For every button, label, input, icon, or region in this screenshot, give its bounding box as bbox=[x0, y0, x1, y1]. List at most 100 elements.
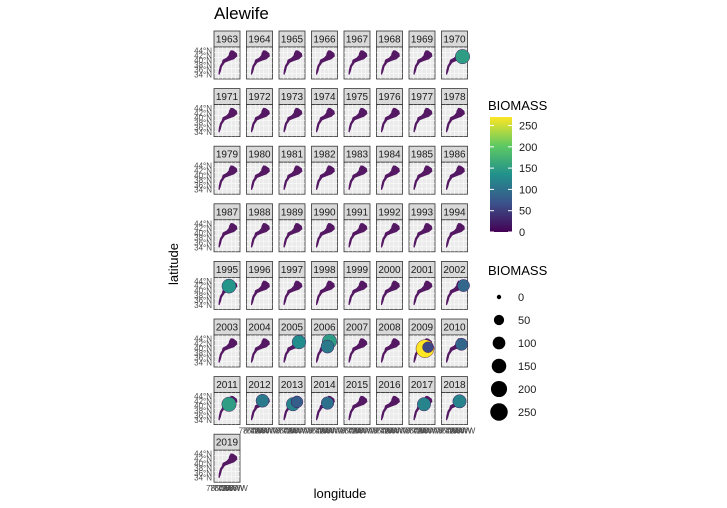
x-tick-label: 68°W bbox=[355, 427, 375, 436]
y-tick-label: 40°N bbox=[194, 344, 212, 353]
legend: BIOMASS 0 50 100 150 200 250 BIOMASS 0 50 100 15… bbox=[488, 98, 548, 421]
x-tick-label: 74°W bbox=[409, 427, 429, 436]
facet-panel-1985: 1985 bbox=[408, 145, 436, 195]
y-tick-label: 44°N bbox=[194, 392, 212, 401]
survey-area-shape bbox=[218, 50, 238, 75]
size-legend-title: BIOMASS bbox=[488, 263, 548, 278]
facet-strip-label: 1966 bbox=[313, 35, 336, 46]
x-tick-label: 76°W bbox=[242, 427, 262, 436]
facet-strip-label: 1974 bbox=[313, 92, 336, 103]
facet-panel-1964: 1964 bbox=[246, 30, 273, 80]
facet-panel-2017: 2017 78°W76°W74°W72°W70°W68°W66°W bbox=[401, 376, 443, 436]
x-tick-label: 66°W bbox=[326, 427, 346, 436]
facet-panel-1968: 1968 bbox=[376, 30, 403, 80]
x-tick-label: 74°W bbox=[344, 427, 364, 436]
facet-panel-1998: 1998 bbox=[311, 260, 338, 310]
facet-strip-label: 1987 bbox=[216, 207, 239, 218]
y-tick-label: 42°N bbox=[194, 282, 212, 291]
survey-area-shape bbox=[315, 50, 335, 75]
y-tick-label: 42°N bbox=[194, 109, 212, 118]
x-tick-label: 66°W bbox=[358, 427, 378, 436]
facet-panel-1975: 1975 bbox=[343, 88, 371, 137]
facet-panel-2004: 2004 bbox=[246, 318, 273, 368]
x-tick-label: 72°W bbox=[347, 427, 367, 436]
survey-area-shape bbox=[218, 453, 238, 479]
size-key-label: 100 bbox=[518, 338, 536, 350]
survey-area-shape bbox=[218, 338, 238, 363]
y-tick-label: 34°N bbox=[194, 474, 212, 483]
survey-area-shape bbox=[380, 50, 400, 75]
facet-panel-1974: 1974 bbox=[311, 88, 338, 137]
facet-panel-2011: 2011 44°N42°N40°N38°N36°N34°N bbox=[194, 376, 241, 425]
biomass-point bbox=[457, 279, 470, 292]
y-tick-label: 44°N bbox=[194, 47, 212, 56]
size-key-label: 150 bbox=[518, 361, 536, 373]
facet-panel-1967: 1967 bbox=[343, 30, 371, 80]
facet-strip-label: 1986 bbox=[443, 150, 466, 161]
facet-strip-label: 1969 bbox=[411, 35, 434, 46]
biomass-point bbox=[455, 49, 470, 65]
facet-strip-label: 2006 bbox=[313, 323, 336, 334]
facet-panel-1988: 1988 bbox=[246, 203, 273, 253]
facet-strip-label: 1988 bbox=[248, 207, 271, 218]
y-tick-label: 42°N bbox=[194, 397, 212, 406]
facet-strip-label: 1984 bbox=[378, 150, 401, 161]
x-tick-label: 66°W bbox=[228, 484, 248, 493]
y-tick-label: 38°N bbox=[194, 464, 212, 473]
survey-area-shape bbox=[380, 395, 400, 421]
survey-area-shape bbox=[348, 395, 368, 421]
y-tick-label: 40°N bbox=[194, 459, 212, 468]
y-tick-label: 38°N bbox=[194, 349, 212, 358]
y-tick-label: 40°N bbox=[194, 56, 212, 65]
facet-strip-label: 1994 bbox=[443, 207, 466, 218]
y-tick-label: 40°N bbox=[194, 171, 212, 180]
facet-panel-2008: 2008 bbox=[376, 318, 403, 368]
color-legend-title: BIOMASS bbox=[488, 98, 548, 113]
facet-strip-label: 1999 bbox=[346, 265, 369, 276]
x-tick-label: 70°W bbox=[351, 427, 371, 436]
biomass-point bbox=[320, 339, 335, 354]
x-tick-label: 78°W bbox=[401, 427, 421, 436]
facet-strip-label: 2002 bbox=[443, 265, 466, 276]
x-tick-label: 66°W bbox=[391, 427, 411, 436]
y-tick-label: 34°N bbox=[194, 186, 212, 195]
survey-area-shape bbox=[348, 165, 368, 191]
facet-panel-2012: 2012 78°W76°W74°W72°W70°W68°W66°W bbox=[239, 376, 281, 436]
x-tick-label: 72°W bbox=[217, 484, 237, 493]
facet-panel-2005: 2005 bbox=[278, 318, 307, 368]
facet-strip-label: 1993 bbox=[411, 207, 434, 218]
survey-area-shape bbox=[380, 107, 400, 133]
y-tick-label: 42°N bbox=[194, 455, 212, 464]
survey-area-shape bbox=[445, 165, 465, 191]
y-tick-label: 44°N bbox=[194, 450, 212, 459]
facet-panel-1982: 1982 bbox=[311, 145, 338, 195]
facet-panel-1981: 1981 bbox=[278, 145, 306, 195]
facet-strip-label: 2010 bbox=[443, 323, 466, 334]
y-tick-label: 42°N bbox=[194, 224, 212, 233]
survey-area-shape bbox=[315, 165, 335, 191]
x-tick-label: 68°W bbox=[257, 427, 277, 436]
facet-panel-2000: 2000 bbox=[376, 260, 403, 310]
survey-area-shape bbox=[380, 280, 400, 306]
y-tick-label: 44°N bbox=[194, 219, 212, 228]
size-key-circle bbox=[490, 403, 508, 421]
facet-strip-label: 1964 bbox=[248, 35, 271, 46]
x-tick-label: 76°W bbox=[340, 427, 360, 436]
survey-area-shape bbox=[283, 165, 303, 191]
facet-strip-label: 2012 bbox=[248, 380, 271, 391]
facet-strip-label: 1995 bbox=[216, 265, 239, 276]
x-tick-label: 74°W bbox=[279, 427, 299, 436]
color-tick-label: 100 bbox=[519, 184, 537, 196]
x-axis-label: longitude bbox=[314, 486, 367, 501]
facet-strip-label: 1963 bbox=[216, 35, 239, 46]
facet-strip-label: 1992 bbox=[378, 207, 401, 218]
x-tick-label: 72°W bbox=[315, 427, 335, 436]
chart-title: Alewife bbox=[214, 4, 269, 23]
facet-strip-label: 1975 bbox=[346, 92, 369, 103]
facet-panel-1983: 1983 bbox=[343, 145, 371, 195]
x-tick-label: 70°W bbox=[416, 427, 436, 436]
x-tick-label: 76°W bbox=[275, 427, 295, 436]
facet-strip-label: 2000 bbox=[378, 265, 401, 276]
facet-strip-label: 2015 bbox=[346, 380, 369, 391]
